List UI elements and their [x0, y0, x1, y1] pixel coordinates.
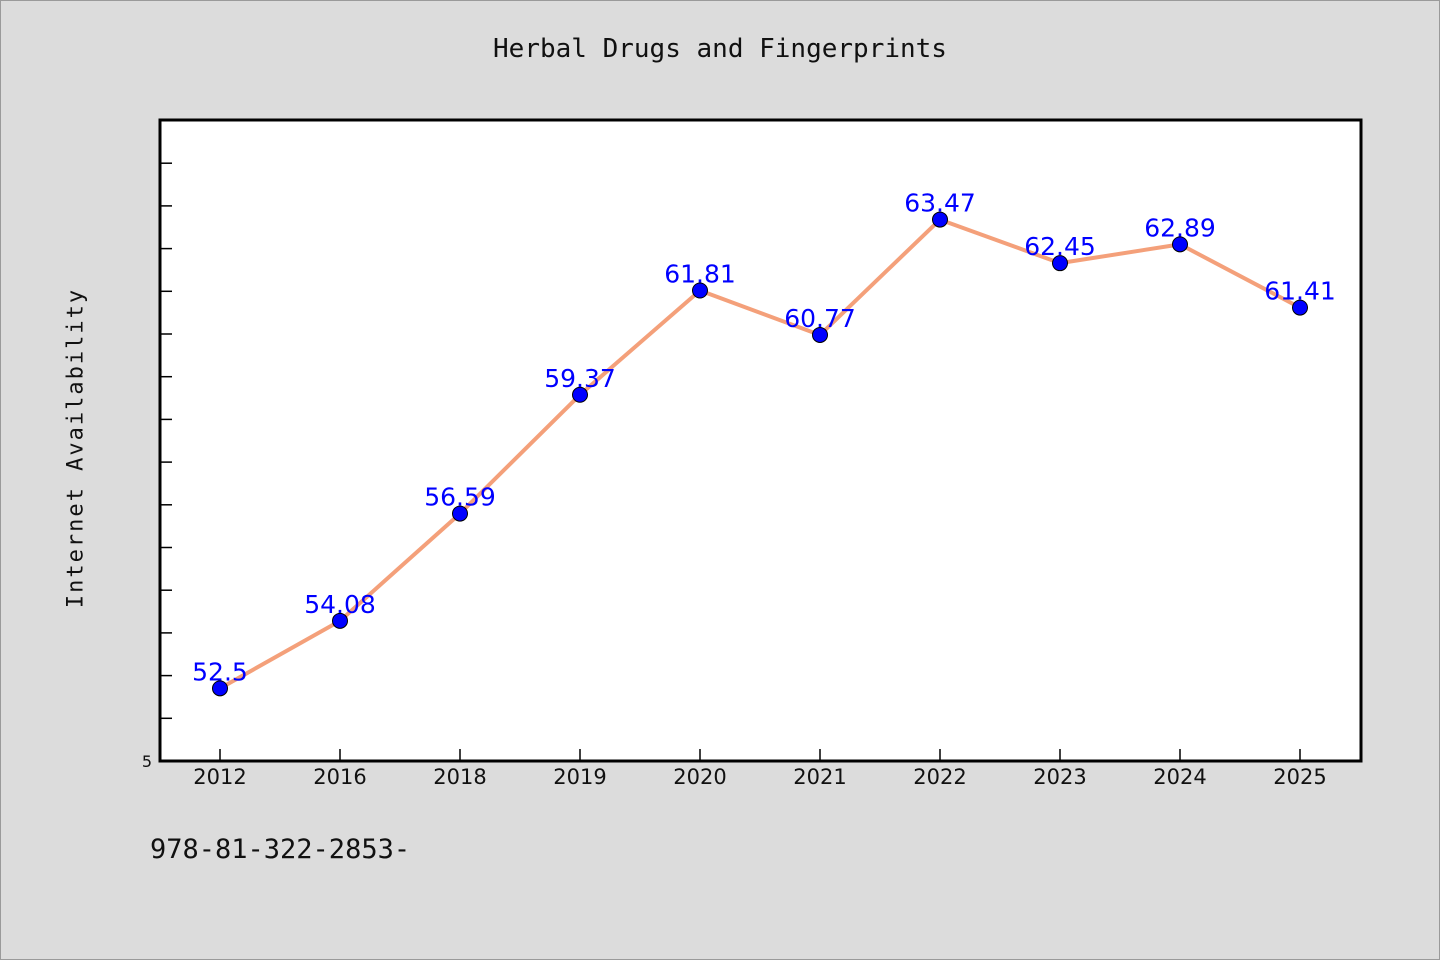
data-label: 61.41: [1264, 277, 1336, 306]
data-point: [212, 680, 228, 697]
data-point: [932, 211, 948, 228]
data-point: [692, 282, 708, 299]
data-point: [812, 326, 828, 343]
y-tick-label: 5: [142, 752, 152, 771]
x-tick-label: 2024: [1153, 765, 1206, 789]
data-label: 54.08: [304, 590, 376, 619]
data-markers: [212, 211, 1308, 697]
x-tick-label: 2020: [673, 765, 726, 789]
x-tick-label: 2023: [1033, 765, 1086, 789]
x-tick-label: 2012: [193, 765, 246, 789]
x-tick-label: 2016: [313, 765, 366, 789]
data-label: 52.5: [192, 657, 248, 686]
data-point: [572, 386, 588, 403]
data-label: 60.77: [784, 304, 856, 333]
y-ticks: 5: [142, 162, 172, 771]
data-label: 62.89: [1144, 213, 1216, 242]
data-label: 56.59: [424, 483, 496, 512]
data-labels: 52.5 54.08 56.59 59.37 61.81 60.77 63.47 62.45 6…: [192, 189, 1336, 687]
data-point: [1292, 299, 1308, 316]
footer-code: 978-81-322-2853-: [150, 834, 411, 865]
x-tick-label: 2021: [793, 765, 846, 789]
data-label: 61.81: [664, 260, 736, 289]
data-point: [332, 612, 348, 629]
x-ticks: 2012 2016 2018 2019 2020 2021 2022 2023 2024 2025: [193, 749, 1327, 789]
plot-area: [158, 118, 1363, 763]
x-tick-label: 2022: [913, 765, 966, 789]
x-tick-label: 2018: [433, 765, 486, 789]
data-label: 62.45: [1024, 232, 1096, 261]
series-line: [218, 217, 1302, 691]
x-tick-label: 2025: [1273, 765, 1326, 789]
x-tick-label: 2019: [553, 765, 606, 789]
data-label: 63.47: [904, 189, 976, 218]
data-point: [452, 505, 468, 522]
data-point: [1052, 255, 1068, 272]
data-label: 59.37: [544, 364, 616, 393]
chart-title: Herbal Drugs and Fingerprints: [493, 34, 947, 64]
data-point: [1172, 236, 1188, 253]
